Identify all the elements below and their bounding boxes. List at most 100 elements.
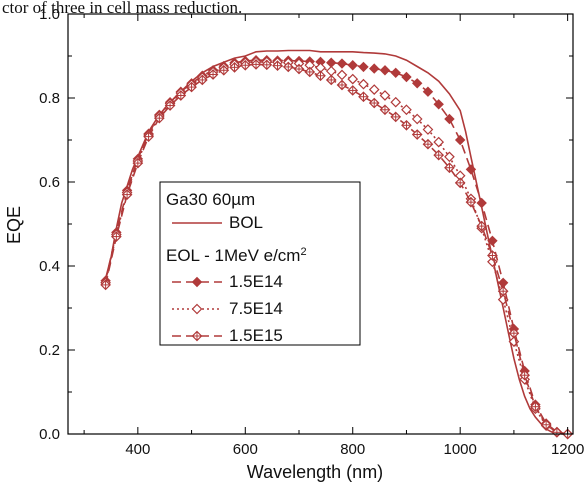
data-point: [347, 73, 359, 85]
data-point: [465, 164, 477, 175]
data-point: [379, 104, 391, 116]
x-tick-label: 800: [340, 441, 365, 458]
data-point: [422, 124, 434, 135]
data-point: [433, 99, 444, 110]
y-tick-label: 0.0: [39, 426, 60, 443]
series-line: [104, 59, 568, 435]
data-point: [422, 138, 434, 150]
x-tick-label: 1000: [443, 441, 476, 458]
data-point: [143, 131, 154, 142]
data-point: [390, 96, 402, 108]
data-point: [369, 63, 380, 74]
data-point: [186, 81, 197, 93]
legend-subtitle-sup: 2: [300, 246, 306, 258]
data-point: [411, 78, 423, 89]
data-point: [444, 113, 455, 125]
data-point: [282, 61, 294, 73]
data-point: [379, 90, 391, 101]
top-caption: ctor of three in cell mass reduction.: [2, 0, 242, 17]
data-point: [304, 66, 316, 78]
y-tick-label: 0.4: [39, 258, 60, 275]
data-point: [315, 70, 326, 82]
y-tick-label: 0.8: [39, 90, 60, 107]
y-tick-label: 1.0: [39, 6, 60, 23]
legend-label: BOL: [229, 213, 263, 232]
data-point: [476, 220, 488, 232]
data-point: [358, 91, 369, 103]
data-point: [164, 100, 176, 111]
data-point: [175, 90, 187, 101]
data-point: [358, 61, 369, 73]
legend-box: [159, 181, 361, 346]
data-point: [347, 60, 358, 71]
x-tick-label: 400: [125, 441, 150, 458]
data-point: [465, 196, 477, 208]
data-point: [540, 419, 552, 431]
data-point: [487, 235, 498, 247]
legend-title: Ga30 60µm: [166, 190, 255, 209]
x-axis-label: Wavelength (nm): [247, 462, 383, 482]
legend-subtitle-main: EOL - 1MeV e/cm: [166, 246, 300, 265]
data-point: [336, 69, 348, 81]
data-point: [121, 189, 133, 200]
data-point: [293, 63, 305, 75]
data-point: [379, 65, 391, 76]
data-point: [336, 79, 348, 91]
data-point: [487, 250, 498, 261]
data-point: [454, 134, 466, 146]
data-point: [433, 136, 445, 148]
data-point: [411, 113, 423, 125]
data-point: [207, 69, 219, 80]
data-point: [454, 177, 466, 189]
series-line: [104, 63, 568, 435]
legend-marker: [191, 276, 203, 288]
legend-marker: [191, 303, 203, 315]
data-point: [347, 85, 359, 96]
x-tick-label: 1200: [551, 441, 584, 458]
data-point: [100, 279, 111, 291]
legend-subtitle: EOL - 1MeV e/cm2: [166, 246, 307, 265]
x-tick-label: 600: [233, 441, 258, 458]
data-point: [519, 369, 530, 381]
series-1-5e15: [100, 59, 573, 440]
data-point: [401, 71, 412, 83]
data-point: [433, 149, 445, 161]
data-point: [368, 84, 380, 95]
data-point: [411, 129, 423, 140]
legend-label: 7.5E14: [229, 299, 283, 318]
data-point: [325, 65, 337, 77]
data-point: [358, 78, 369, 90]
data-point: [401, 119, 412, 131]
y-tick-label: 0.2: [39, 342, 60, 359]
data-point: [401, 104, 412, 116]
data-point: [132, 157, 144, 169]
data-point: [368, 97, 380, 109]
legend-marker: [191, 330, 203, 342]
data-point: [229, 61, 240, 73]
data-point: [250, 59, 262, 70]
data-point: [390, 111, 402, 123]
data-point: [444, 162, 455, 174]
data-point: [196, 74, 208, 86]
data-point: [111, 231, 122, 242]
data-point: [272, 60, 283, 72]
legend-label: 1.5E15: [229, 326, 283, 345]
data-point: [261, 59, 273, 71]
data-point: [422, 86, 434, 97]
data-point: [325, 74, 337, 86]
y-tick-label: 0.6: [39, 174, 60, 191]
data-point: [390, 67, 401, 79]
y-axis-label: EQE: [4, 206, 24, 244]
data-point: [508, 327, 520, 339]
data-point: [476, 197, 487, 209]
data-point: [336, 58, 348, 69]
data-point: [218, 64, 230, 76]
data-point: [530, 401, 541, 413]
data-point: [444, 151, 455, 163]
data-point: [497, 285, 509, 297]
chart-legend: Ga30 60µm EOL - 1MeV e/cm2 BOL 1.5E14 7.5E…: [159, 181, 361, 346]
data-point: [239, 59, 251, 71]
legend-label: 1.5E14: [229, 272, 283, 291]
